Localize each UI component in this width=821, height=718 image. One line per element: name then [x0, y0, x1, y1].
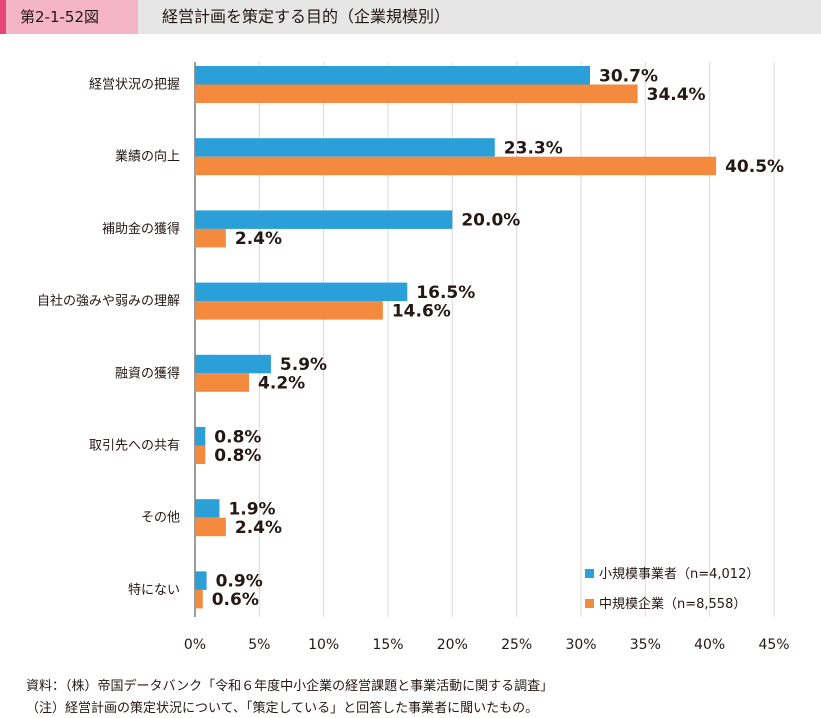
category-label: 取引先への共有	[89, 439, 180, 454]
x-tick-label: 35%	[630, 637, 661, 653]
x-tick-label: 20%	[437, 637, 468, 653]
data-label: 20.0%	[461, 211, 520, 231]
x-tick-label: 5%	[248, 637, 270, 653]
legend-swatch	[585, 599, 594, 608]
data-label: 0.8%	[214, 446, 261, 466]
data-label: 2.4%	[235, 229, 282, 249]
bar-medium	[195, 517, 226, 537]
bar-medium	[195, 228, 226, 248]
source-note: 資料：（株）帝国データバンク「令和６年度中小企業の経営課題と事業活動に関する調査…	[26, 679, 554, 694]
x-tick-label: 15%	[372, 637, 403, 653]
category-label: 補助金の獲得	[102, 221, 180, 237]
data-label: 4.2%	[258, 374, 305, 394]
category-label: 特にない	[128, 583, 180, 598]
x-tick-label: 0%	[184, 637, 206, 653]
legend-entry: 中規模企業（n=8,558）	[599, 596, 746, 612]
bar-medium	[195, 589, 203, 609]
explanatory-note: （注）経営計画の策定状況について、「策定している」と回答した事業者に聞いたもの。	[26, 701, 539, 716]
bar-small	[195, 66, 591, 85]
figure-title: 経営計画を策定する目的（企業規模別）	[162, 7, 451, 26]
bar-medium	[195, 445, 206, 464]
data-label: 23.3%	[504, 138, 563, 158]
data-label: 5.9%	[280, 355, 327, 375]
figure-number: 第2-1-52図	[6, 0, 138, 34]
category-label: 経営状況の把握	[89, 78, 180, 93]
bar-small	[195, 499, 220, 518]
figure-accent-stripe	[0, 0, 6, 34]
bar-medium	[195, 84, 638, 103]
category-label: 自社の強みや弱みの理解	[37, 293, 180, 309]
bar-medium	[195, 373, 250, 392]
x-tick-label: 30%	[565, 637, 596, 653]
bar-medium	[195, 156, 717, 176]
x-tick-label: 25%	[501, 637, 532, 653]
bar-medium	[195, 301, 383, 320]
data-label: 30.7%	[599, 66, 658, 86]
data-label: 16.5%	[416, 283, 475, 303]
x-tick-label: 10%	[308, 637, 339, 653]
data-label: 40.5%	[725, 157, 784, 177]
x-tick-label: 40%	[694, 637, 725, 653]
data-label: 1.9%	[228, 499, 275, 519]
bar-chart: 0% 5% 10% 15% 20% 25% 30% 35% 40% 45% 経営状況の把握 30.7%…	[37, 62, 790, 653]
bar-small	[195, 427, 206, 446]
data-label: 0.6%	[212, 590, 259, 610]
bar-small	[195, 138, 495, 157]
category-label: その他	[141, 511, 180, 526]
bar-small	[195, 571, 207, 590]
legend-entry: 小規模事業者（n=4,012）	[599, 566, 759, 582]
data-label: 34.4%	[647, 85, 706, 105]
data-label: 2.4%	[235, 518, 282, 538]
category-label: 融資の獲得	[115, 365, 180, 381]
bar-small	[195, 282, 408, 302]
bar-small	[195, 354, 271, 374]
legend-swatch	[585, 569, 594, 578]
data-label: 14.6%	[392, 301, 451, 321]
bar-small	[195, 210, 453, 229]
x-tick-label: 45%	[758, 637, 789, 653]
data-label: 0.8%	[214, 427, 261, 447]
category-label: 業績の向上	[115, 149, 180, 165]
data-label: 0.9%	[216, 572, 263, 592]
title-bar: 第2-1-52図 経営計画を策定する目的（企業規模別）	[0, 0, 821, 34]
